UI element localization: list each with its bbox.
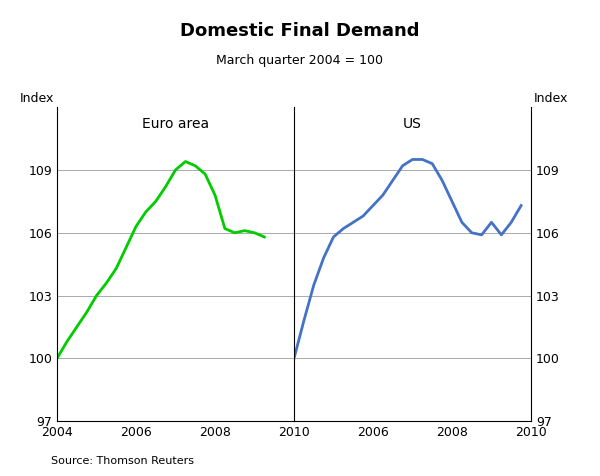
Text: Index: Index — [20, 92, 54, 105]
Text: Euro area: Euro area — [142, 117, 209, 130]
Text: Source: Thomson Reuters: Source: Thomson Reuters — [51, 456, 194, 466]
Text: Domestic Final Demand: Domestic Final Demand — [180, 22, 420, 40]
Text: March quarter 2004 = 100: March quarter 2004 = 100 — [217, 54, 383, 67]
Text: US: US — [403, 117, 422, 130]
Text: Index: Index — [534, 92, 568, 105]
